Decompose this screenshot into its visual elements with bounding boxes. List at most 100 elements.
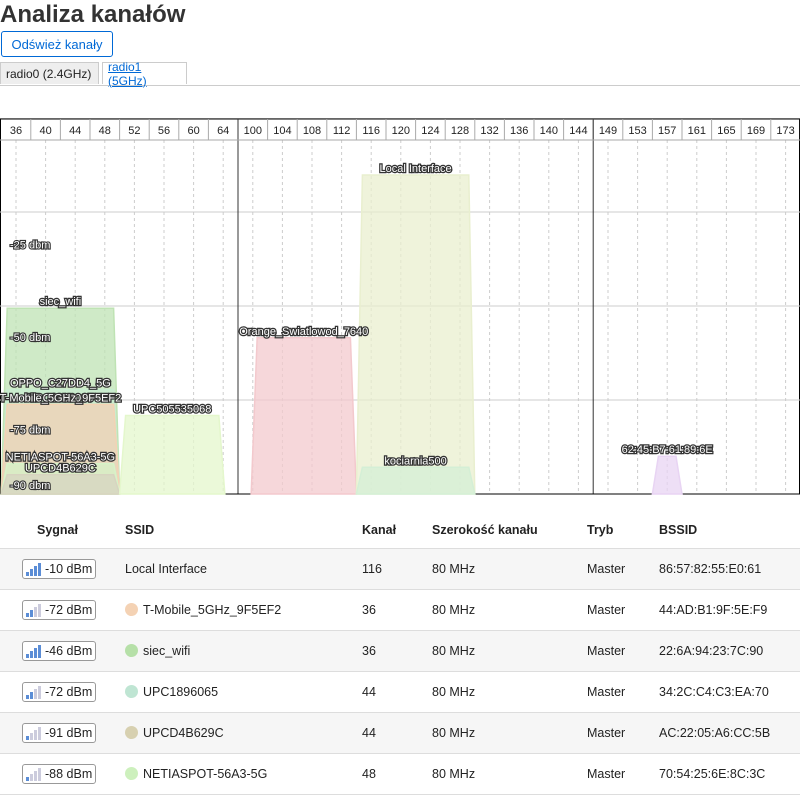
mode-cell: Master: [587, 753, 659, 795]
width-cell: 80 MHz: [432, 630, 587, 672]
signal-badge: -10 dBm: [22, 559, 97, 579]
ssid-value: Local Interface: [125, 562, 207, 576]
bssid-cell: 22:6A:94:23:7C:90: [659, 630, 800, 672]
signal-value: -88 dBm: [45, 767, 93, 781]
network-color-dot: [125, 685, 138, 698]
bssid-value: 22:6A:94:23:7C:90: [659, 644, 764, 658]
signal-strength-icon: [26, 645, 41, 658]
width-cell: 80 MHz: [432, 548, 587, 590]
channel-cell: 116: [362, 548, 432, 590]
ssid-value: siec_wifi: [143, 644, 191, 658]
dbm-label: -50 dbm: [10, 332, 50, 344]
signal-cell: -88 dBm: [0, 753, 115, 795]
channel-label: 149: [599, 125, 617, 137]
channel-label: 132: [480, 125, 498, 137]
channel-cell: 36: [362, 589, 432, 631]
channel-label: 56: [158, 125, 170, 137]
ssid-label: NETIASPOT-56A3-5G: [6, 452, 115, 464]
ssid-label: Orange_Swiatlowod_7640: [239, 326, 368, 338]
mode-cell: Master: [587, 671, 659, 713]
bssid-cell: 34:2C:C4:C3:EA:70: [659, 671, 800, 713]
width-cell: 80 MHz: [432, 589, 587, 631]
bssid-value: 44:AD:B1:9F:5E:F9: [659, 603, 768, 617]
signal-strength-icon: [26, 768, 41, 781]
channel-value: 44: [362, 726, 376, 740]
mode-value: Master: [587, 562, 626, 576]
width-value: 80 MHz: [432, 644, 476, 658]
signal-cell: -72 dBm: [0, 671, 115, 713]
ssid-label: OPPO_C27DD4_5G: [10, 378, 111, 390]
signal-value: -72 dBm: [45, 603, 93, 617]
radio-tabs: radio0 (2.4GHz) radio1 (5GHz): [0, 60, 800, 88]
channel-label: 36: [10, 125, 22, 137]
tab-radio1[interactable]: radio1 (5GHz): [102, 60, 187, 88]
mode-cell: Master: [587, 548, 659, 590]
channel-label: 52: [128, 125, 140, 137]
dbm-label: -25 dbm: [10, 240, 50, 252]
width-value: 80 MHz: [432, 603, 476, 617]
header-ssid: SSID: [115, 512, 362, 549]
channel-cell: 44: [362, 712, 432, 754]
ssid-label: siec_wifi: [40, 296, 82, 308]
channel-label: 104: [273, 125, 291, 137]
bssid-value: 34:2C:C4:C3:EA:70: [659, 685, 769, 699]
channel-label: 40: [39, 125, 51, 137]
ssid-label: UPCD4B629C: [25, 463, 96, 475]
refresh-channels-button[interactable]: Odśwież kanały: [1, 31, 113, 57]
networks-table: Sygnał SSID Kanał Szerokość kanału Tryb …: [0, 512, 800, 795]
table-row: -72 dBm T-Mobile_5GHz_9F5EF2 36 80 MHz Maste…: [0, 589, 800, 631]
signal-strength-icon: [26, 686, 41, 699]
channel-value: 36: [362, 644, 376, 658]
tab-radio0[interactable]: radio0 (2.4GHz): [0, 62, 99, 84]
channel-label: 64: [217, 125, 229, 137]
mode-cell: Master: [587, 589, 659, 631]
ssid-label: kociarnia500: [384, 455, 446, 467]
header-bssid: BSSID: [659, 512, 800, 549]
channel-label: 48: [99, 125, 111, 137]
channel-chart: 36 40 44 48 52 56 60 64 100 104 108 112 116 120 124 128…: [0, 118, 800, 495]
bssid-cell: 44:AD:B1:9F:5E:F9: [659, 589, 800, 631]
table-row: -46 dBm siec_wifi 36 80 MHz Master 22:6A:94:2…: [0, 630, 800, 672]
header-signal: Sygnał: [0, 512, 115, 549]
network-color-dot: [125, 767, 138, 780]
network-area: [118, 414, 226, 495]
ssid-label: UPC1896065: [27, 392, 93, 404]
page-title: Analiza kanałów: [0, 1, 186, 28]
channel-label: 108: [303, 125, 321, 137]
network-area: [355, 466, 476, 495]
ssid-value: UPC1896065: [143, 685, 219, 699]
channel-label: 124: [421, 125, 439, 137]
mode-value: Master: [587, 644, 626, 658]
ssid-value: T-Mobile_5GHz_9F5EF2: [143, 603, 282, 617]
network-area: [0, 473, 121, 495]
signal-strength-icon: [26, 563, 41, 576]
ssid-label: UPC505535068: [133, 404, 211, 416]
table-row: -88 dBm NETIASPOT-56A3-5G 48 80 MHz Master 70…: [0, 753, 800, 795]
channel-cell: 36: [362, 630, 432, 672]
channel-value: 116: [362, 562, 382, 576]
channel-label: 100: [244, 125, 262, 137]
ssid-value: UPCD4B629C: [143, 726, 224, 740]
network-color-dot: [125, 726, 138, 739]
channel-label: 120: [392, 125, 410, 137]
mode-cell: Master: [587, 630, 659, 672]
network-area: [250, 337, 358, 495]
signal-cell: -10 dBm: [0, 548, 115, 590]
mode-value: Master: [587, 603, 626, 617]
ssid-value: NETIASPOT-56A3-5G: [143, 767, 268, 781]
width-cell: 80 MHz: [432, 712, 587, 754]
channel-label: 136: [510, 125, 528, 137]
ssid-label: 62:45:B7:61:89:6E: [622, 444, 713, 456]
bssid-value: AC:22:05:A6:CC:5B: [659, 726, 771, 740]
ssid-cell: NETIASPOT-56A3-5G: [115, 753, 362, 795]
width-cell: 80 MHz: [432, 753, 587, 795]
dbm-label: -75 dbm: [10, 425, 50, 437]
mode-value: Master: [587, 685, 626, 699]
header-mode: Tryb: [587, 512, 659, 549]
table-header-row: Sygnał SSID Kanał Szerokość kanału Tryb …: [0, 512, 800, 549]
ssid-label: Local Interface: [380, 163, 452, 175]
signal-value: -10 dBm: [45, 562, 93, 576]
signal-badge: -72 dBm: [22, 600, 97, 620]
channel-cell: 44: [362, 671, 432, 713]
bssid-cell: 70:54:25:6E:8C:3C: [659, 753, 800, 795]
